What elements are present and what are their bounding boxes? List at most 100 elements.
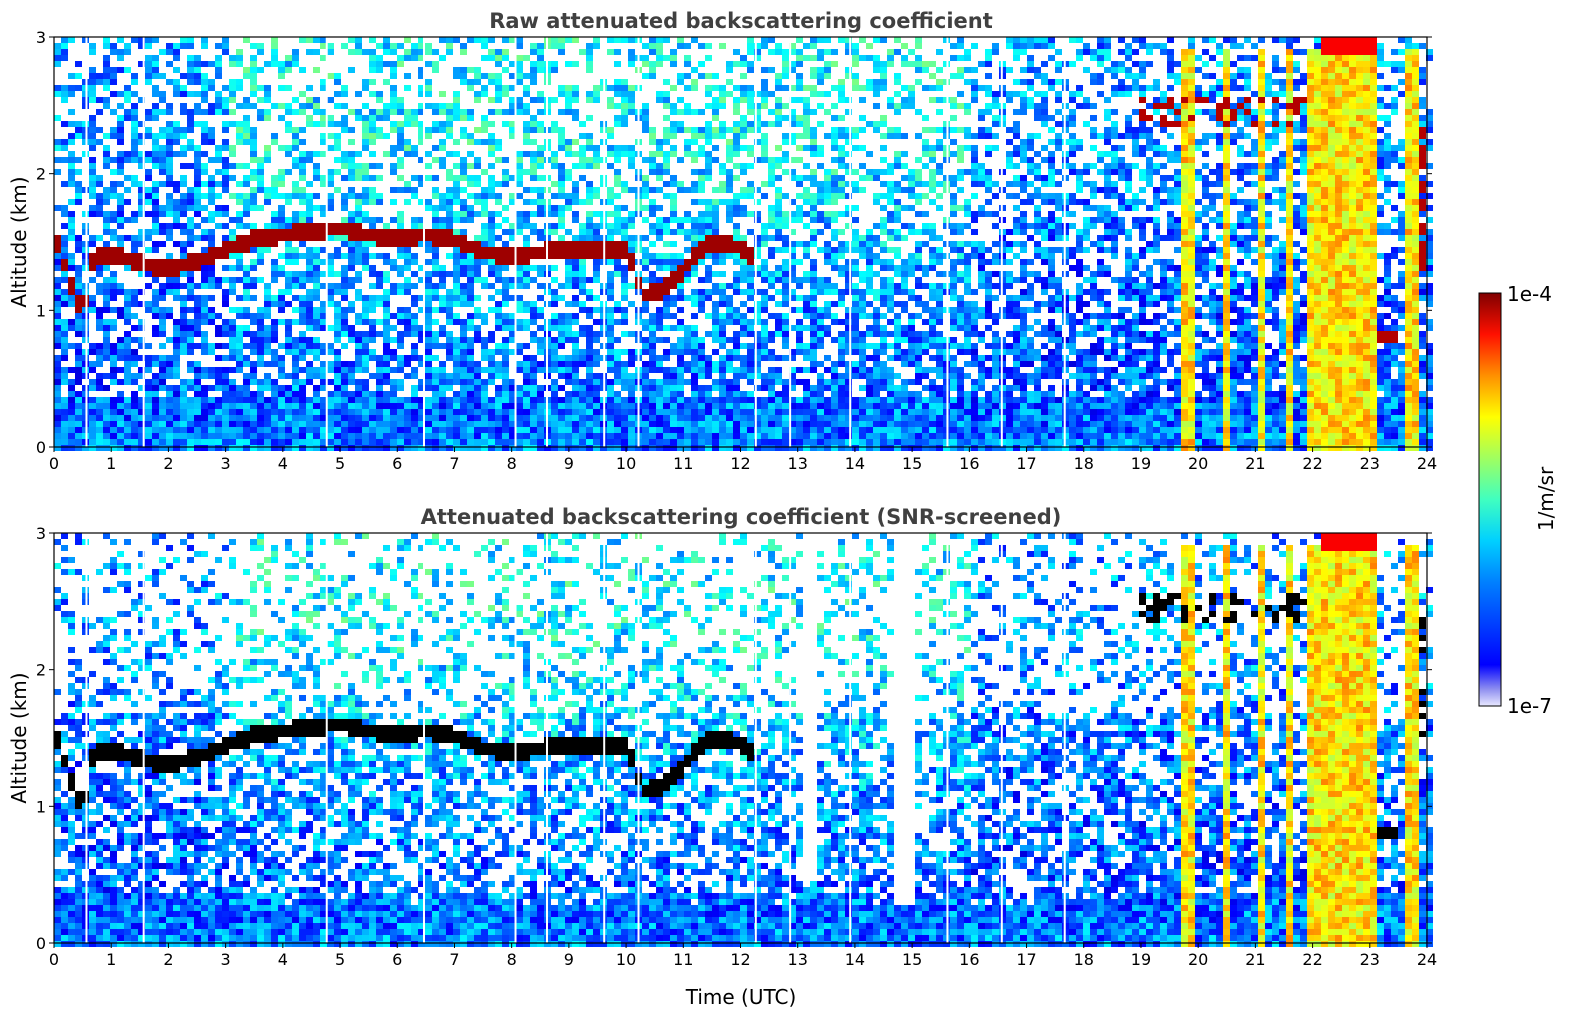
heatmap-cell xyxy=(96,79,103,85)
heatmap-cell xyxy=(677,43,684,49)
heatmap-cell xyxy=(698,61,705,67)
heatmap-cell xyxy=(796,211,803,217)
heatmap-cell xyxy=(593,223,600,229)
heatmap-cell xyxy=(397,379,404,385)
heatmap-cell xyxy=(691,421,698,427)
heatmap-cell xyxy=(187,217,194,223)
heatmap-cell xyxy=(789,379,796,385)
heatmap-cell xyxy=(558,325,565,331)
heatmap-cell xyxy=(775,391,782,397)
heatmap-cell xyxy=(369,187,376,193)
heatmap-cell xyxy=(89,433,96,439)
heatmap-cell xyxy=(68,409,75,415)
heatmap-cell xyxy=(474,379,481,385)
heatmap-cell xyxy=(376,55,383,61)
heatmap-cell xyxy=(530,157,537,163)
heatmap-cell xyxy=(432,229,439,235)
heatmap-cell xyxy=(369,349,376,355)
heatmap-cell xyxy=(572,403,579,409)
heatmap-cell xyxy=(61,235,68,241)
heatmap-cell xyxy=(68,133,75,139)
heatmap-cell xyxy=(320,115,327,121)
heatmap-cell xyxy=(432,409,439,415)
heatmap-cell xyxy=(509,127,516,133)
heatmap-cell xyxy=(138,415,145,421)
heatmap-cell xyxy=(96,199,103,205)
heatmap-cell xyxy=(299,163,306,169)
heatmap-cell xyxy=(264,337,271,343)
heatmap-cell xyxy=(579,439,586,445)
heatmap-cell xyxy=(495,97,502,103)
heatmap-cell xyxy=(768,175,775,181)
heatmap-cell xyxy=(782,409,789,415)
heatmap-cell xyxy=(229,367,236,373)
heatmap-cell xyxy=(390,217,397,223)
heatmap-cell xyxy=(96,397,103,403)
heatmap-cell xyxy=(733,139,740,145)
heatmap-cell xyxy=(194,169,201,175)
heatmap-cell xyxy=(719,289,726,295)
heatmap-cell xyxy=(768,379,775,385)
heatmap-cell xyxy=(628,397,635,403)
heatmap-cell xyxy=(761,343,768,349)
heatmap-cell xyxy=(222,97,229,103)
heatmap-cell xyxy=(362,199,369,205)
heatmap-cell xyxy=(320,247,327,253)
heatmap-cell xyxy=(411,271,418,277)
heatmap-cell xyxy=(677,223,684,229)
heatmap-cell xyxy=(180,301,187,307)
heatmap-cell xyxy=(131,415,138,421)
heatmap-cell xyxy=(719,199,726,205)
heatmap-cell xyxy=(677,409,684,415)
heatmap-cell xyxy=(796,295,803,301)
heatmap-cell xyxy=(320,301,327,307)
heatmap-cell xyxy=(516,229,523,235)
heatmap-cell xyxy=(747,121,754,127)
heatmap-cell xyxy=(201,133,208,139)
heatmap-cell xyxy=(628,61,635,67)
heatmap-cell xyxy=(201,409,208,415)
heatmap-cell xyxy=(89,73,96,79)
heatmap-cell xyxy=(264,421,271,427)
heatmap-cell xyxy=(299,283,306,289)
heatmap-cell xyxy=(698,199,705,205)
heatmap-cell xyxy=(348,439,355,445)
heatmap-cell xyxy=(705,403,712,409)
heatmap-cell xyxy=(292,193,299,199)
heatmap-cell xyxy=(810,229,817,235)
heatmap-cell xyxy=(775,223,782,229)
heatmap-cell xyxy=(614,301,621,307)
heatmap-cell xyxy=(215,403,222,409)
heatmap-cell xyxy=(89,79,96,85)
heatmap-cell xyxy=(768,355,775,361)
heatmap-cell xyxy=(362,409,369,415)
heatmap-cell xyxy=(264,343,271,349)
heatmap-cell xyxy=(649,277,656,283)
heatmap-cell xyxy=(656,367,663,373)
heatmap-cell xyxy=(229,331,236,337)
heatmap-cell xyxy=(642,157,649,163)
heatmap-cell xyxy=(523,325,530,331)
heatmap-cell xyxy=(432,265,439,271)
heatmap-cell xyxy=(243,247,250,253)
heatmap-cell xyxy=(796,283,803,289)
heatmap-cell xyxy=(607,37,614,43)
heatmap-cell xyxy=(348,421,355,427)
heatmap-cell xyxy=(516,421,523,427)
heatmap-cell xyxy=(516,259,523,265)
heatmap-cell xyxy=(621,241,628,247)
heatmap-cell xyxy=(61,271,68,277)
heatmap-cell xyxy=(362,229,369,235)
heatmap-cell xyxy=(726,427,733,433)
heatmap-cell xyxy=(670,229,677,235)
heatmap-cell xyxy=(705,265,712,271)
heatmap-cell xyxy=(509,427,516,433)
heatmap-cell xyxy=(222,289,229,295)
heatmap-cell xyxy=(96,415,103,421)
heatmap-cell xyxy=(684,433,691,439)
heatmap-cell xyxy=(796,433,803,439)
heatmap-cell xyxy=(222,421,229,427)
heatmap-cell xyxy=(439,445,446,451)
heatmap-cell xyxy=(250,127,257,133)
heatmap-cell xyxy=(103,355,110,361)
